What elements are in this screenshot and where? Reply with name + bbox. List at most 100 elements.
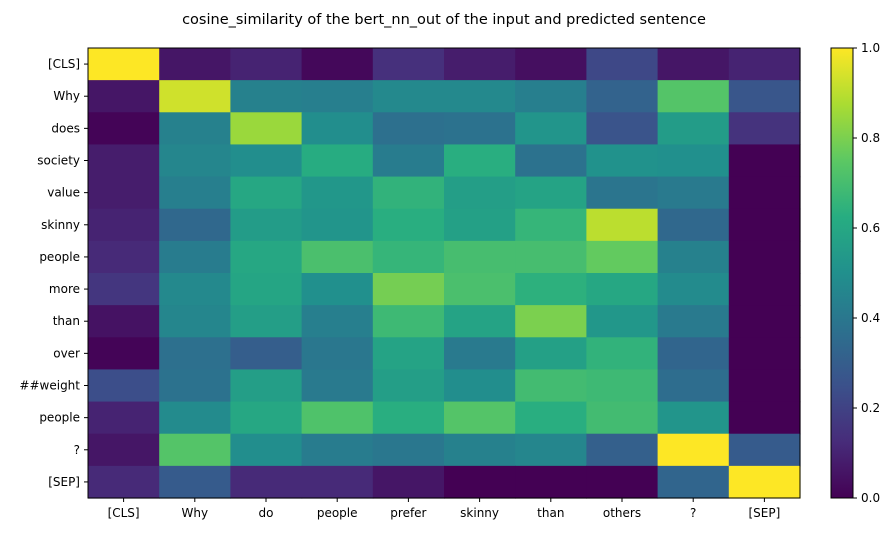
- heatmap-cell: [230, 401, 303, 435]
- y-tick-label: value: [47, 186, 80, 200]
- heatmap-cell: [586, 144, 659, 178]
- heatmap-cell: [444, 144, 516, 178]
- colorbar-tick-label: 0.8: [861, 131, 880, 145]
- heatmap-cell: [301, 144, 374, 178]
- heatmap-cell: [515, 305, 587, 338]
- heatmap-cell: [657, 208, 730, 242]
- heatmap-cell: [444, 48, 516, 81]
- heatmap-cell: [586, 273, 659, 306]
- heatmap-cell: [728, 240, 801, 274]
- heatmap-cell: [301, 112, 374, 146]
- x-tick-label: ?: [690, 506, 696, 520]
- heatmap-cell: [88, 465, 160, 499]
- x-tick-label: [SEP]: [748, 506, 780, 520]
- heatmap-cell: [586, 401, 659, 435]
- heatmap-cell: [230, 80, 303, 113]
- heatmap-cell: [301, 337, 374, 371]
- heatmap-cell: [230, 465, 303, 499]
- heatmap-cell: [728, 401, 801, 435]
- heatmap-cell: [88, 305, 160, 338]
- heatmap-cell: [159, 465, 231, 499]
- heatmap-cell: [230, 240, 303, 274]
- y-tick-label: [CLS]: [48, 57, 80, 71]
- x-tick-label: prefer: [390, 506, 426, 520]
- heatmap-cell: [515, 48, 587, 81]
- heatmap-cell: [515, 273, 587, 306]
- heatmap-cell: [728, 144, 801, 178]
- heatmap-cell: [159, 305, 231, 338]
- heatmap-frame: [87, 47, 801, 499]
- x-tick-label: others: [603, 506, 641, 520]
- colorbar-ticks: 0.0 0.2 0.4 0.6 0.8 1.0: [853, 41, 880, 505]
- heatmap-cell: [657, 80, 730, 113]
- heatmap-cell: [586, 112, 659, 146]
- heatmap-cell: [657, 273, 730, 306]
- heatmap-cell: [159, 240, 231, 274]
- x-tick-label: people: [317, 506, 358, 520]
- heatmap-cell: [230, 433, 303, 467]
- heatmap-cell: [301, 240, 374, 274]
- y-tick-label: over: [53, 346, 80, 360]
- heatmap-cell: [159, 112, 231, 146]
- x-tick-label: do: [259, 506, 274, 520]
- heatmap-cell: [159, 144, 231, 178]
- heatmap-cell: [230, 48, 303, 81]
- colorbar-tick-label: 0.4: [861, 311, 880, 325]
- colorbar-tick-label: 0.2: [861, 401, 880, 415]
- y-tick-label: Why: [53, 89, 80, 103]
- heatmap-cell: [515, 401, 587, 435]
- heatmap-cell: [728, 369, 801, 403]
- heatmap-cell: [515, 369, 587, 403]
- heatmap-cell: [372, 433, 445, 467]
- heatmap-cell: [372, 240, 445, 274]
- heatmap-cell: [372, 48, 445, 81]
- heatmap-cell: [657, 144, 730, 178]
- heatmap-cell: [515, 433, 587, 467]
- heatmap-cell: [301, 80, 374, 113]
- heatmap-cell: [88, 273, 160, 306]
- heatmap-cell: [657, 48, 730, 81]
- y-tick-label: than: [53, 314, 80, 328]
- heatmap-cell: [372, 305, 445, 338]
- heatmap-cell: [586, 80, 659, 113]
- heatmap-cell: [301, 401, 374, 435]
- heatmap-cell: [444, 465, 516, 499]
- heatmap-cell: [586, 240, 659, 274]
- heatmap-cell: [515, 208, 587, 242]
- heatmap-cell: [728, 112, 801, 146]
- heatmap-cell: [88, 369, 160, 403]
- heatmap-cell: [372, 273, 445, 306]
- heatmap-cell: [586, 48, 659, 81]
- heatmap-cell: [301, 48, 374, 81]
- heatmap-cell: [515, 465, 587, 499]
- heatmap-cell: [372, 112, 445, 146]
- heatmap-cell: [515, 240, 587, 274]
- heatmap-cell: [657, 401, 730, 435]
- heatmap-cell: [657, 337, 730, 371]
- heatmap-cell: [372, 465, 445, 499]
- heatmap-cell: [230, 273, 303, 306]
- x-tick-label: Why: [182, 506, 209, 520]
- heatmap-cell: [728, 433, 801, 467]
- heatmap-cell: [444, 273, 516, 306]
- y-tick-label: people: [39, 411, 80, 425]
- heatmap-cell: [301, 176, 374, 210]
- heatmap-cell: [159, 337, 231, 371]
- y-tick-label: skinny: [41, 218, 80, 232]
- heatmap-cell: [372, 337, 445, 371]
- heatmap-cell: [159, 433, 231, 467]
- heatmap-cell: [444, 337, 516, 371]
- heatmap-cell: [657, 305, 730, 338]
- x-tick-label: [CLS]: [108, 506, 140, 520]
- heatmap-cell: [372, 369, 445, 403]
- heatmap-cell: [301, 369, 374, 403]
- heatmap-cell: [372, 208, 445, 242]
- heatmap-cell: [88, 112, 160, 146]
- heatmap-cell: [728, 337, 801, 371]
- heatmap-cell: [444, 176, 516, 210]
- heatmap-cell: [586, 433, 659, 467]
- heatmap-cell: [515, 144, 587, 178]
- heatmap-cell: [515, 176, 587, 210]
- colorbar-tick-label: 0.6: [861, 221, 880, 235]
